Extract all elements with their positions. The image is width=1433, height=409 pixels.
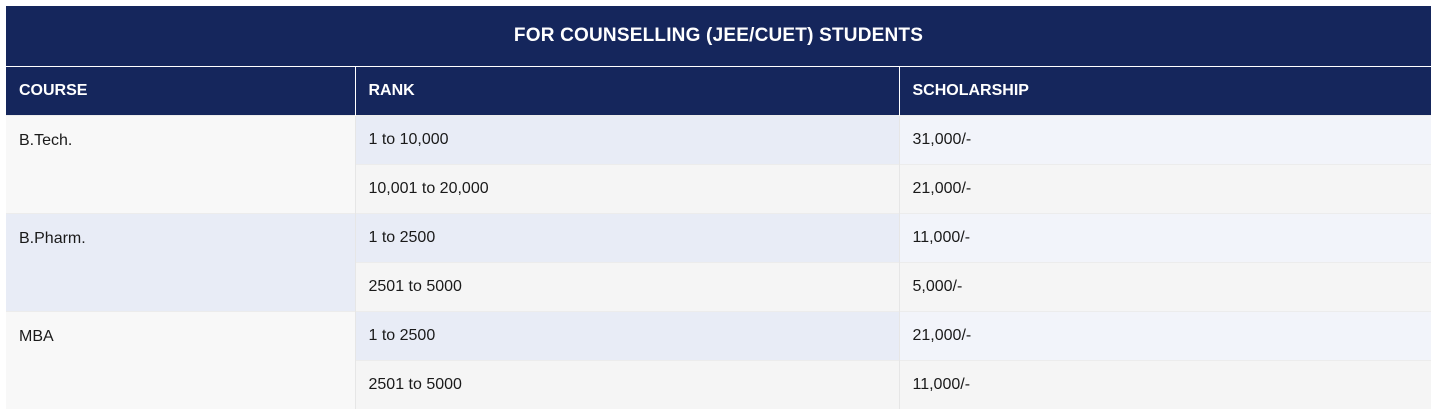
scholarship-cell: 11,000/- — [899, 361, 1431, 409]
rank-cell: 10,001 to 20,000 — [355, 165, 899, 214]
header-scholarship: SCHOLARSHIP — [899, 67, 1431, 116]
header-row: COURSE RANK SCHOLARSHIP — [6, 67, 1431, 116]
rank-cell: 2501 to 5000 — [355, 263, 899, 312]
rank-cell: 1 to 10,000 — [355, 116, 899, 165]
table-row: MBA 1 to 2500 21,000/- — [6, 312, 1431, 361]
table-title: FOR COUNSELLING (JEE/CUET) STUDENTS — [6, 6, 1431, 66]
scholarship-cell: 31,000/- — [899, 116, 1431, 165]
table-row: B.Pharm. 1 to 2500 11,000/- — [6, 214, 1431, 263]
table-row: B.Tech. 1 to 10,000 31,000/- — [6, 116, 1431, 165]
header-course: COURSE — [6, 67, 355, 116]
scholarship-cell: 21,000/- — [899, 312, 1431, 361]
rank-cell: 1 to 2500 — [355, 214, 899, 263]
header-rank: RANK — [355, 67, 899, 116]
scholarship-cell: 21,000/- — [899, 165, 1431, 214]
course-cell-mba: MBA — [6, 312, 355, 409]
scholarship-cell: 5,000/- — [899, 263, 1431, 312]
scholarship-cell: 11,000/- — [899, 214, 1431, 263]
course-cell-bpharm: B.Pharm. — [6, 214, 355, 312]
rank-cell: 2501 to 5000 — [355, 361, 899, 409]
course-cell-btech: B.Tech. — [6, 116, 355, 214]
scholarship-table-container: FOR COUNSELLING (JEE/CUET) STUDENTS COUR… — [6, 6, 1431, 409]
rank-cell: 1 to 2500 — [355, 312, 899, 361]
scholarship-table: COURSE RANK SCHOLARSHIP B.Tech. 1 to 10,… — [6, 66, 1431, 409]
